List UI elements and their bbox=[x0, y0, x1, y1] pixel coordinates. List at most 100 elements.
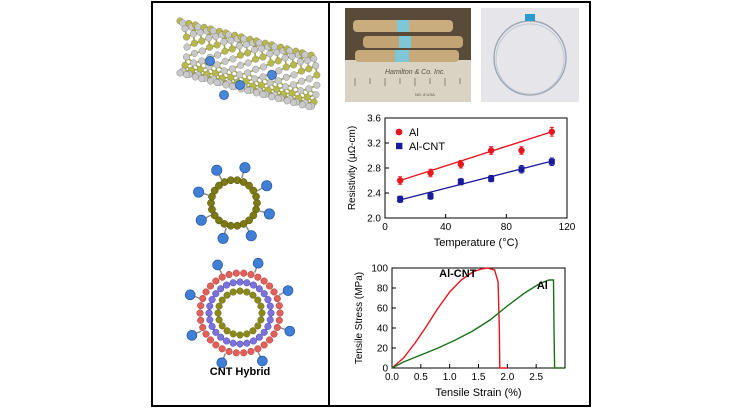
ring-atom bbox=[217, 285, 225, 293]
cnt-atom bbox=[214, 51, 222, 59]
ring-atom bbox=[229, 339, 237, 347]
resistivity-chart-series bbox=[396, 126, 556, 203]
y-tick-label: 2.4 bbox=[367, 189, 381, 200]
ring-atom bbox=[229, 279, 237, 287]
al-legend-label: Al bbox=[409, 127, 419, 139]
ring-atom bbox=[223, 291, 231, 299]
ring-atom bbox=[260, 277, 268, 285]
photo-ruler-sublabel: NO. 8 USA bbox=[415, 92, 435, 97]
cnt-atom bbox=[235, 71, 243, 79]
photo-al-rods: Hamilton & Co. Inc. NO. 8 USA bbox=[345, 8, 471, 102]
cnt-atom bbox=[266, 50, 274, 58]
x-tick-label: 0.5 bbox=[414, 372, 428, 383]
ring-atom bbox=[270, 288, 278, 296]
ring-atom bbox=[215, 181, 223, 190]
al-legend-marker bbox=[395, 128, 403, 136]
x-tick-label: 2.0 bbox=[500, 372, 514, 383]
cnt-atom bbox=[244, 87, 252, 95]
cnt-atom bbox=[313, 71, 321, 79]
ring-atom bbox=[247, 347, 255, 355]
cnt-atom bbox=[229, 55, 237, 63]
x-tick-label: 1.0 bbox=[443, 372, 457, 383]
ring-atom bbox=[196, 309, 204, 317]
x-tick-label: 80 bbox=[501, 222, 513, 233]
ring-atom bbox=[239, 178, 248, 186]
y-tick-label: 3.2 bbox=[367, 139, 381, 150]
cnt-atom bbox=[282, 73, 290, 81]
cnt-atom bbox=[198, 47, 206, 55]
ring-atom bbox=[223, 337, 231, 345]
y-tick-label: 80 bbox=[377, 284, 389, 295]
ring-atom bbox=[249, 337, 257, 345]
functional-group-atom bbox=[216, 357, 228, 369]
photo-ruler-label: Hamilton & Co. Inc. bbox=[385, 69, 445, 76]
ring-atom bbox=[232, 349, 240, 357]
al-cnt-data-point bbox=[518, 166, 525, 173]
ring-atom bbox=[255, 333, 263, 341]
functional-group-atom bbox=[282, 285, 294, 296]
ring-atom bbox=[260, 341, 268, 349]
ring-atom bbox=[236, 287, 244, 295]
x-tick-label: 0 bbox=[382, 222, 388, 233]
ring-atom bbox=[218, 345, 226, 353]
ring-atom bbox=[276, 309, 284, 317]
ring-atom bbox=[260, 290, 268, 298]
cnt-atom bbox=[213, 79, 221, 87]
ring-atom bbox=[232, 269, 240, 277]
cnt-atom bbox=[207, 77, 215, 85]
al-cnt-data-point bbox=[427, 193, 434, 200]
x-tick-label: 2.5 bbox=[529, 372, 543, 383]
cnt-atom bbox=[191, 49, 199, 57]
cnt-atom bbox=[305, 85, 313, 93]
ring-atom bbox=[212, 290, 220, 298]
y-tick-label: 2.0 bbox=[367, 214, 381, 225]
al-curve bbox=[391, 279, 563, 369]
cnt-atom bbox=[259, 63, 267, 71]
functional-group-atom bbox=[205, 56, 215, 66]
resistivity-chart-legend: Al Al-CNT bbox=[395, 127, 445, 153]
ring-atom bbox=[210, 186, 219, 195]
al-cnt-curve-label: Al-CNT bbox=[439, 268, 477, 280]
cnt-atom bbox=[305, 75, 313, 83]
al-cnt-legend-label: Al-CNT bbox=[409, 141, 445, 153]
cnt-atom bbox=[242, 41, 250, 49]
stress-strain-y-axis-label: Tensile Stress (MPa) bbox=[354, 272, 365, 364]
cnt-atom bbox=[251, 75, 259, 83]
y-tick-label: 40 bbox=[377, 324, 389, 335]
cnt-atom bbox=[205, 34, 213, 42]
al-data-point bbox=[548, 128, 556, 135]
cnt-atom bbox=[244, 49, 252, 57]
stress-strain-chart-series bbox=[391, 267, 563, 369]
cnt-atom bbox=[213, 61, 221, 69]
functional-group-atom bbox=[219, 90, 229, 100]
ring-atom bbox=[215, 316, 223, 324]
cnt-atom bbox=[183, 43, 191, 51]
ring-atom bbox=[273, 323, 281, 331]
cnt-atom bbox=[189, 30, 197, 38]
cnt-atom bbox=[297, 87, 305, 95]
functional-group-atom bbox=[263, 208, 275, 220]
ring-atom bbox=[264, 322, 272, 330]
ring-atom bbox=[199, 295, 207, 303]
ring-atom bbox=[205, 309, 213, 317]
ring-atom bbox=[245, 181, 253, 190]
ring-atom bbox=[225, 347, 233, 355]
functional-group-atom bbox=[211, 164, 223, 176]
ring-atom bbox=[266, 282, 274, 290]
ring-atom bbox=[264, 296, 272, 304]
ring-atom bbox=[217, 333, 225, 341]
ring-atom bbox=[240, 269, 248, 277]
left-panel-caption: CNT Hybrid bbox=[209, 366, 271, 378]
ring-atom bbox=[218, 296, 226, 304]
ring-atom bbox=[247, 271, 255, 279]
ring-atom bbox=[258, 309, 266, 317]
al-data-point bbox=[457, 161, 465, 168]
functional-group-atom bbox=[239, 162, 251, 174]
stress-strain-x-axis-label: Tensile Strain (%) bbox=[435, 387, 521, 399]
ring-atom bbox=[218, 322, 226, 330]
cnt-atom bbox=[283, 97, 291, 105]
ring-atom bbox=[270, 330, 278, 338]
ring-atom bbox=[208, 322, 216, 330]
cnt-atom bbox=[305, 102, 313, 110]
